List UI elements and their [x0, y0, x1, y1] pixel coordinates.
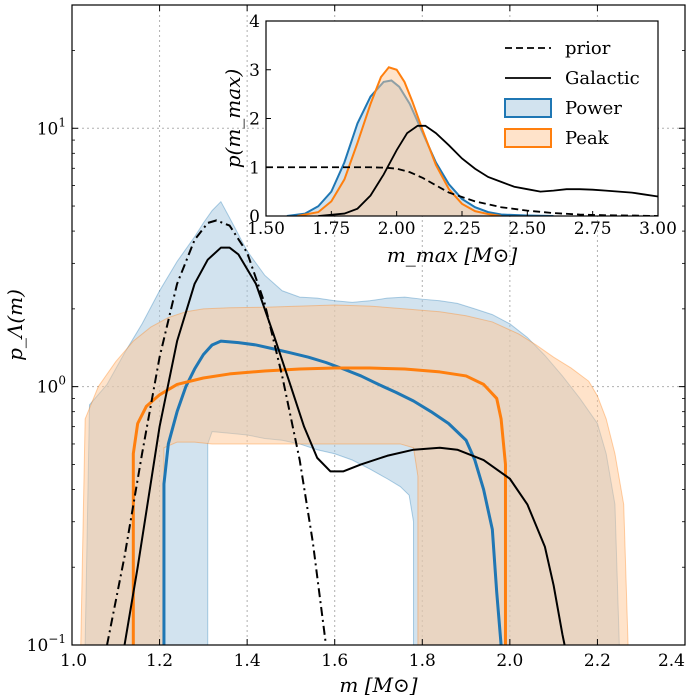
- main-bands: [80, 200, 629, 645]
- inset-plot: [266, 66, 658, 216]
- x-tick-label: 1.2: [146, 651, 173, 671]
- inset-y-tick-label: 2: [249, 110, 260, 130]
- line-power: [162, 339, 503, 645]
- y-tick-base: 10: [37, 119, 59, 139]
- inset-x-tick-label: 3.00: [639, 219, 677, 239]
- inset-x-tick-label: 2.25: [443, 219, 481, 239]
- x-tick-label: 1.0: [60, 651, 87, 671]
- y-tick-exponent: 1: [58, 115, 66, 129]
- y-tick-label: 101: [37, 115, 66, 139]
- legend-label-prior: prior: [565, 38, 611, 59]
- main-frame: [71, 4, 686, 646]
- x-tick-label: 2.4: [658, 651, 685, 671]
- inset-ticks: 1.50 1.75 2.00 2.25 2.50 2.75 3.00 0 1 2 3 4: [247, 12, 677, 239]
- y-tick-exponent: −1: [48, 632, 66, 646]
- x-tick-label: 2.0: [496, 651, 523, 671]
- inset-peak-line: [297, 66, 502, 216]
- inset-y-axis-title: p(m_max): [221, 69, 245, 169]
- y-axis-title: p_Λ(m): [3, 289, 27, 361]
- y-tick-label: 10−1: [27, 632, 66, 656]
- x-axis-title: m [M⊙]: [339, 673, 417, 697]
- inset-x-tick-label: 2.00: [378, 219, 416, 239]
- x-tick-label: 2.2: [584, 651, 611, 671]
- inset-x-axis-title: m_max [M⊙]: [387, 243, 518, 267]
- inset-y-tick-label: 0: [249, 207, 260, 227]
- legend-swatch-peak: [504, 128, 552, 148]
- band-peak: [80, 304, 629, 645]
- main-lines: [106, 219, 566, 645]
- inset-x-tick-label: 2.75: [574, 219, 612, 239]
- inset-y-tick-label: 4: [249, 12, 260, 32]
- y-tick-label: 100: [37, 374, 66, 398]
- inset-x-tick-label: 1.75: [312, 219, 350, 239]
- inset-y-tick-label: 1: [249, 158, 260, 178]
- inset-peak-fill: [297, 67, 502, 216]
- legend-label-peak: Peak: [565, 128, 610, 149]
- line-black-dashdot: [106, 219, 327, 645]
- inset-background: [266, 21, 658, 216]
- inset-legend: prior Galactic Power Peak: [504, 38, 640, 149]
- inset-x-tick-label: 2.50: [508, 219, 546, 239]
- y-tick-exponent: 0: [58, 374, 66, 388]
- legend-swatch-power: [504, 98, 552, 118]
- y-tick-base: 10: [37, 378, 59, 398]
- legend-label-galactic: Galactic: [565, 68, 640, 89]
- line-black-solid: [123, 246, 566, 645]
- x-tick-label: 1.4: [234, 651, 261, 671]
- line-peak: [131, 366, 507, 645]
- x-tick-label: 1.6: [321, 651, 348, 671]
- x-tick-label: 1.8: [409, 651, 436, 671]
- legend-label-power: Power: [565, 98, 622, 119]
- inset-galactic-line: [318, 124, 658, 216]
- inset-y-tick-label: 3: [249, 61, 260, 81]
- inset-x-tick-label: 1.50: [247, 219, 285, 239]
- y-tick-base: 10: [27, 636, 49, 656]
- inset-prior-line: [266, 166, 658, 216]
